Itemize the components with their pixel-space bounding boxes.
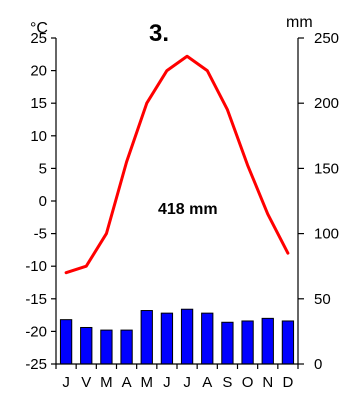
precipitation-bar: [201, 312, 214, 365]
right-axis-tick-label: 200: [314, 95, 339, 112]
temperature-line-layer: [64, 54, 290, 275]
left-axis-tick-label: -15: [25, 291, 47, 308]
right-axis-tick-label: 250: [314, 30, 339, 47]
left-axis-tick-label: 5: [39, 160, 47, 177]
left-axis-unit: °C: [30, 20, 48, 37]
month-label: M: [141, 374, 154, 391]
right-axis-unit: mm: [286, 14, 313, 31]
precipitation-bar: [281, 320, 295, 365]
right-axis-tick-label: 0: [314, 356, 322, 373]
precipitation-total: 418 mm: [158, 201, 218, 218]
left-axis-tick-label: 0: [39, 193, 47, 210]
precipitation-bars: [59, 308, 295, 365]
month-label: J: [163, 374, 171, 391]
precipitation-bar: [59, 319, 73, 365]
right-axis-tick-label: 150: [314, 160, 339, 177]
precipitation-bar: [180, 308, 194, 365]
precipitation-bar: [261, 317, 274, 365]
left-axis-tick-label: 10: [30, 128, 47, 145]
left-axis-tick-label: 15: [30, 95, 47, 112]
temperature-line: [64, 54, 290, 275]
left-axis-tick-label: -25: [25, 356, 47, 373]
precipitation-bar: [80, 326, 93, 365]
left-axis-tick-label: 20: [30, 63, 47, 80]
right-precipitation-axis: 250 200 150 100 50 0: [297, 30, 339, 373]
right-axis-tick-label: 50: [314, 291, 331, 308]
month-label: A: [202, 374, 212, 391]
month-label: J: [62, 374, 70, 391]
precipitation-bar: [221, 321, 234, 365]
month-label: J: [183, 374, 191, 391]
precipitation-bar: [120, 329, 133, 365]
precipitation-bar: [140, 310, 153, 365]
month-label: D: [282, 374, 293, 391]
month-label: N: [262, 374, 273, 391]
left-axis-tick-label: 25: [30, 30, 47, 47]
month-label: M: [100, 374, 113, 391]
chart-title: 3.: [149, 20, 169, 47]
precipitation-bar: [100, 329, 113, 365]
left-axis-tick-label: -10: [25, 258, 47, 275]
precipitation-bar: [241, 320, 254, 365]
month-label: A: [122, 374, 132, 391]
month-label: S: [222, 374, 232, 391]
left-axis-tick-label: -5: [34, 226, 47, 243]
month-label: O: [242, 374, 254, 391]
left-temperature-axis: 25 20 15 10 5 0 -5 -10 -15 -20 -25: [25, 30, 57, 373]
right-axis-tick-label: 100: [314, 226, 339, 243]
left-axis-tick-label: -20: [25, 323, 47, 340]
precipitation-bar: [160, 312, 174, 365]
month-label: V: [81, 374, 91, 391]
